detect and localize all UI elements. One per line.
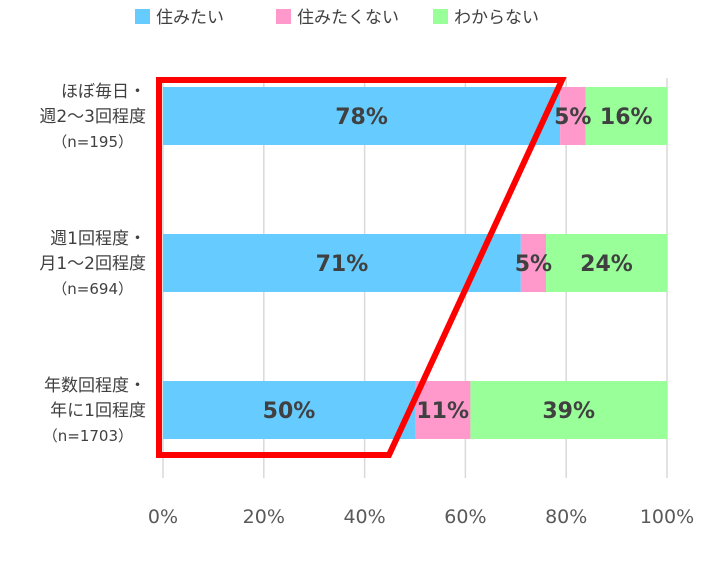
- data-label-0-0: 78%: [335, 105, 388, 130]
- category-label-0-line2: 週2～3回程度: [39, 107, 146, 127]
- category-label-1-line1: 週1回程度・: [50, 229, 146, 249]
- data-label-2-1: 11%: [416, 399, 469, 424]
- legend-swatch-2: [433, 9, 448, 24]
- bar-0-dont-know: [585, 87, 667, 145]
- legend-label-0: 住みたい: [156, 8, 224, 28]
- bars: [163, 87, 667, 439]
- category-label-2-line1: 年数回程度・: [44, 376, 146, 396]
- legend-label-2: わからない: [454, 8, 539, 28]
- data-label-1-0: 71%: [316, 252, 369, 277]
- bar-2-dont-know: [470, 381, 667, 439]
- highlight-trapezoid: [156, 77, 567, 458]
- category-n-2: （n=1703）: [43, 427, 133, 445]
- x-tick-label-100: 100%: [640, 506, 694, 528]
- x-tick-label-20: 20%: [243, 506, 285, 528]
- bar-1-do-not-want: [520, 234, 547, 292]
- x-tick-label-80: 80%: [545, 506, 587, 528]
- data-label-1-2: 24%: [580, 252, 633, 277]
- bar-2-do-not-want: [415, 381, 471, 439]
- data-label-1-1: 5%: [515, 252, 552, 277]
- data-label-0-2: 16%: [600, 105, 653, 130]
- x-axis-tick-labels: 0% 20% 40% 60% 80% 100%: [148, 506, 694, 528]
- x-tick-label-60: 60%: [444, 506, 486, 528]
- category-label-0-line1: ほぼ毎日・: [61, 82, 146, 102]
- category-n-1: （n=694）: [52, 280, 133, 298]
- category-label-1-line2: 月1～2回程度: [39, 254, 146, 274]
- x-tick-label-40: 40%: [343, 506, 385, 528]
- legend: 住みたい 住みたくない わからない: [135, 8, 539, 28]
- bar-1-want-to-live: [163, 234, 521, 292]
- category-labels: ほぼ毎日・週2～3回程度 （n=195） 週1回程度・月1～2回程度 （n=694） 年…: [39, 82, 146, 445]
- data-labels: 78% 5% 16% 71% 5% 24% 50% 11% 39%: [263, 105, 653, 424]
- data-label-2-0: 50%: [263, 399, 316, 424]
- data-label-2-2: 39%: [542, 399, 595, 424]
- legend-swatch-1: [276, 9, 291, 24]
- bar-0-do-not-want: [560, 87, 586, 145]
- category-n-0: （n=195）: [52, 133, 133, 151]
- legend-swatch-0: [135, 9, 150, 24]
- bar-1-dont-know: [546, 234, 667, 292]
- data-label-0-1: 5%: [554, 105, 591, 130]
- category-label-2-line2: 年に1回程度: [50, 401, 146, 421]
- bar-0-want-to-live: [163, 87, 561, 145]
- legend-label-1: 住みたくない: [297, 8, 399, 28]
- x-tick-label-0: 0%: [148, 506, 178, 528]
- bar-2-want-to-live: [163, 381, 415, 439]
